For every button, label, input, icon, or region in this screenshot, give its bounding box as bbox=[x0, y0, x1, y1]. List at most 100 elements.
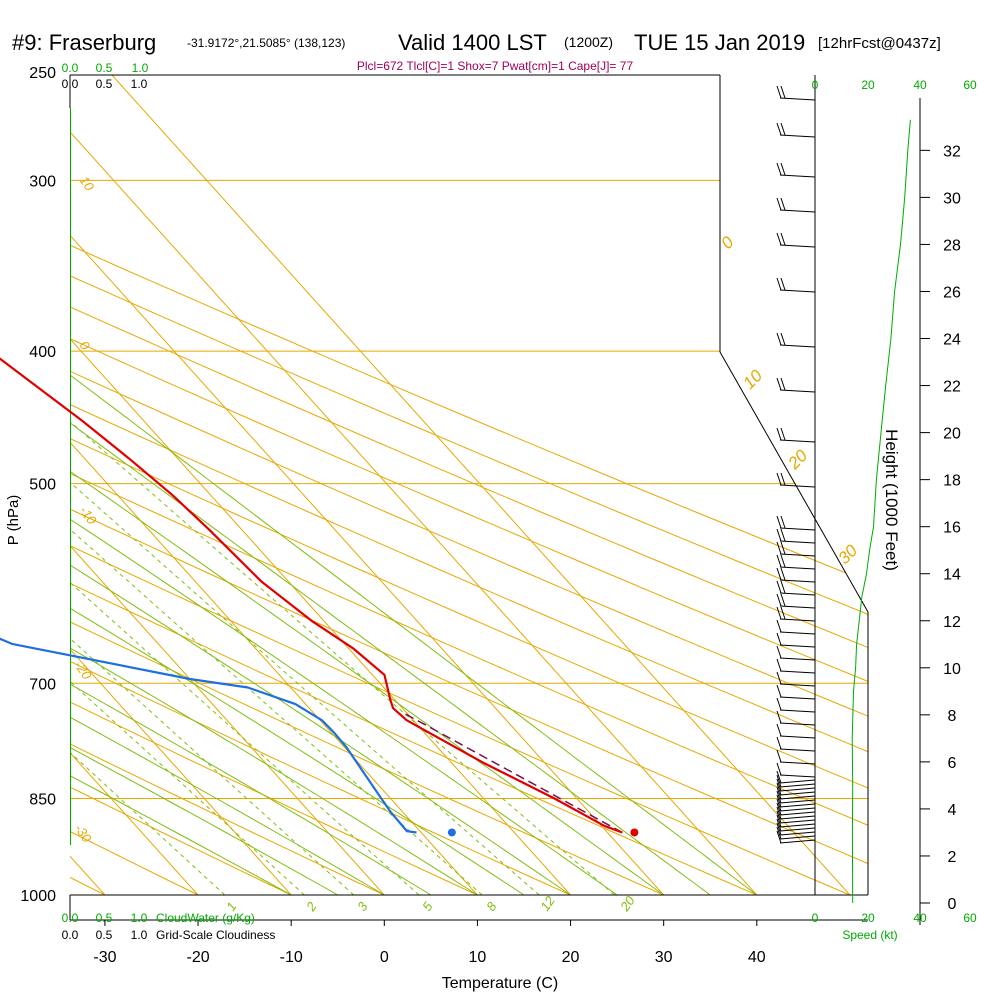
wind-barb bbox=[776, 122, 816, 138]
moist-adiabat-line bbox=[70, 94, 664, 895]
wind-barb bbox=[776, 277, 816, 293]
mixing-ratio-label: 3 bbox=[354, 899, 371, 914]
wind-barb bbox=[776, 515, 816, 531]
isotherm-label: -10 bbox=[77, 503, 101, 528]
wind-barb bbox=[776, 197, 816, 213]
cloudiness-tick-bottom-0: 0.0 bbox=[62, 928, 79, 942]
height-tick-label: 24 bbox=[943, 332, 961, 349]
wind-barb bbox=[776, 806, 816, 820]
moist-adiabat-line bbox=[70, 94, 385, 895]
wind-barb bbox=[776, 818, 816, 832]
dry-adiabat-line bbox=[70, 75, 571, 895]
cloudwater-tick-bottom-2: 1.0 bbox=[131, 911, 148, 925]
isotherm-line bbox=[70, 75, 758, 895]
dry-adiabat-label: 30 bbox=[834, 541, 861, 568]
speed-tick-bottom-1: 20 bbox=[861, 911, 875, 925]
dry-adiabat-line bbox=[70, 75, 868, 895]
speed-axis-label: Speed (kt) bbox=[842, 928, 897, 942]
surface-temperature-dot bbox=[630, 828, 639, 837]
moist-adiabat-line bbox=[70, 94, 618, 895]
x-tick-label: -30 bbox=[93, 949, 116, 966]
wind-barb bbox=[776, 826, 816, 840]
dry-adiabat-label: 20 bbox=[784, 446, 812, 474]
isotherm-line bbox=[70, 75, 292, 895]
wind-barb bbox=[776, 710, 816, 726]
wind-barb bbox=[776, 632, 816, 648]
dry-adiabat-line bbox=[70, 75, 868, 895]
wind-barb bbox=[776, 580, 816, 596]
mixing-ratio-line bbox=[70, 350, 540, 895]
mixing-ratio-label: 12 bbox=[537, 893, 558, 914]
cloudwater-tick-bottom-0: 0.0 bbox=[62, 911, 79, 925]
dry-adiabat-line bbox=[70, 75, 868, 895]
height-tick-label: 2 bbox=[948, 849, 957, 866]
cloudwater-tick-top-1: 0.5 bbox=[96, 61, 113, 75]
dry-adiabat-line bbox=[70, 75, 292, 895]
y-axis-title: P (hPa) bbox=[5, 495, 22, 546]
cloudiness-tick-top-0: 0.0 bbox=[62, 77, 79, 91]
isotherm-label: 10 bbox=[77, 173, 98, 194]
wind-barb bbox=[776, 723, 816, 739]
height-tick-label: 28 bbox=[943, 237, 961, 254]
dry-adiabat-line bbox=[70, 75, 868, 895]
dewpoint-trace bbox=[0, 637, 417, 834]
isotherm-line bbox=[108, 75, 851, 895]
valid-date: TUE 15 Jan 2019 bbox=[634, 30, 805, 55]
height-tick-label: 12 bbox=[943, 614, 961, 631]
wind-speed-profile bbox=[851, 119, 911, 904]
wind-barb bbox=[776, 770, 816, 784]
mixing-ratio-line bbox=[70, 350, 615, 895]
wind-barb bbox=[776, 798, 816, 812]
wind-barbs bbox=[776, 85, 816, 844]
height-tick-label: 4 bbox=[948, 802, 957, 819]
stability-indices: Plcl=672 Tlcl[C]=1 Shox=7 Pwat[cm]=1 Cap… bbox=[357, 59, 634, 73]
moist-adiabat-line bbox=[70, 94, 525, 895]
background-grid bbox=[70, 75, 868, 895]
pressure-tick-label: 500 bbox=[29, 477, 56, 494]
dry-adiabat-label: 10 bbox=[739, 366, 766, 393]
height-tick-label: 20 bbox=[943, 426, 961, 443]
wind-barb bbox=[776, 830, 816, 844]
cloudwater-tick-top-2: 1.0 bbox=[132, 61, 149, 75]
height-tick-label: 16 bbox=[943, 520, 961, 537]
wind-barb bbox=[776, 645, 816, 661]
x-tick-label: 0 bbox=[380, 949, 389, 966]
dry-adiabat-line bbox=[70, 75, 868, 895]
moist-adiabat-line bbox=[70, 94, 711, 895]
height-tick-label: 6 bbox=[948, 755, 957, 772]
mixing-ratio-label: 5 bbox=[419, 899, 436, 914]
mixing-ratio-line bbox=[70, 350, 355, 895]
x-tick-label: 30 bbox=[655, 949, 673, 966]
zulu-time: (1200Z) bbox=[564, 34, 613, 50]
x-axis-title: Temperature (C) bbox=[442, 975, 558, 992]
x-tick-label: 10 bbox=[469, 949, 487, 966]
pressure-tick-label: 400 bbox=[29, 344, 56, 361]
cloudiness-tick-bottom-1: 0.5 bbox=[96, 928, 113, 942]
wind-barb bbox=[776, 332, 816, 348]
height-tick-label: 18 bbox=[943, 473, 961, 490]
moist-adiabat-line bbox=[70, 94, 292, 895]
speed-tick-bottom-3: 60 bbox=[963, 911, 977, 925]
speed-tick-bottom-2: 40 bbox=[913, 911, 927, 925]
cloudwater-tick-top-0: 0.0 bbox=[62, 61, 79, 75]
wind-barb bbox=[776, 774, 816, 788]
x-tick-label: -20 bbox=[186, 949, 209, 966]
wind-barb bbox=[776, 658, 816, 674]
speed-tick-top-2: 40 bbox=[913, 78, 927, 92]
plot-border bbox=[69, 74, 921, 925]
wind-barb bbox=[776, 541, 816, 557]
dry-adiabat-line bbox=[70, 75, 757, 895]
wind-barb bbox=[776, 472, 816, 488]
pressure-tick-label: 850 bbox=[29, 792, 56, 809]
cloudiness-label: Grid-Scale Cloudiness bbox=[156, 928, 275, 942]
wind-barb bbox=[776, 749, 816, 765]
height-tick-label: 10 bbox=[943, 661, 961, 678]
wind-barb bbox=[776, 671, 816, 687]
pressure-tick-label: 1000 bbox=[20, 888, 56, 905]
wind-barb bbox=[776, 810, 816, 824]
speed-tick-top-1: 20 bbox=[861, 78, 875, 92]
height-tick-label: 0 bbox=[948, 896, 957, 913]
wind-barb bbox=[776, 697, 816, 713]
